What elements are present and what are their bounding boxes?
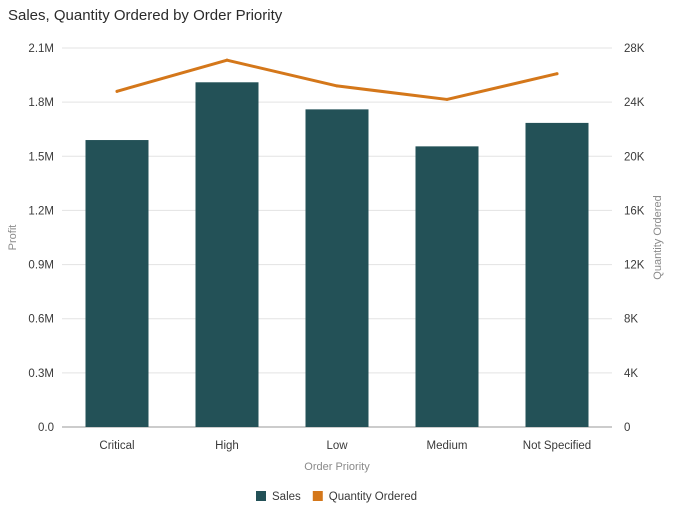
legend-label[interactable]: Quantity Ordered xyxy=(329,491,417,503)
line-point-not-specified[interactable] xyxy=(555,72,559,76)
x-axis-title: Order Priority xyxy=(304,461,370,473)
chart-title: Sales, Quantity Ordered by Order Priorit… xyxy=(8,7,283,24)
legend: Sales Quantity Ordered xyxy=(256,491,417,503)
x-tick-label: Medium xyxy=(427,440,468,452)
bar-series xyxy=(85,82,589,428)
x-axis: Critical High Low Medium Not Specified xyxy=(99,440,591,452)
line-point-high[interactable] xyxy=(225,58,229,62)
line-point-medium[interactable] xyxy=(445,97,449,101)
bar-low[interactable] xyxy=(305,109,369,427)
x-tick-label: Critical xyxy=(99,440,134,452)
y-tick-label: 0.6M xyxy=(28,314,54,326)
y2-tick-label: 12K xyxy=(624,260,645,272)
y-tick-label: 1.2M xyxy=(28,205,54,217)
bar-medium[interactable] xyxy=(415,146,479,427)
legend-swatch xyxy=(256,491,266,501)
y-axis-left: 0.0 0.3M 0.6M 0.9M 1.2M 1.5M 1.8M 2.1M xyxy=(28,43,54,434)
quantity-ordered-line[interactable] xyxy=(115,58,559,101)
bar-critical[interactable] xyxy=(85,140,149,428)
y2-axis-title: Quantity Ordered xyxy=(652,195,664,279)
y-tick-label: 1.8M xyxy=(28,97,54,109)
x-tick-label: Not Specified xyxy=(523,440,591,452)
y-tick-label: 1.5M xyxy=(28,151,54,163)
legend-swatch xyxy=(312,491,323,501)
y2-tick-label: 20K xyxy=(624,151,645,163)
y2-tick-label: 16K xyxy=(624,205,645,217)
y-axis-title: Profit xyxy=(7,225,19,251)
y2-tick-label: 28K xyxy=(624,43,645,55)
x-tick-label: Low xyxy=(326,440,348,452)
bar-not-specified[interactable] xyxy=(525,122,589,428)
line-series xyxy=(115,58,559,101)
line-point-low[interactable] xyxy=(335,84,339,88)
y2-tick-label: 0 xyxy=(624,422,630,434)
y-tick-label: 0.9M xyxy=(28,260,54,272)
legend-label[interactable]: Sales xyxy=(272,491,301,503)
line-point-critical[interactable] xyxy=(115,89,119,93)
y2-tick-label: 8K xyxy=(624,314,638,326)
y2-tick-label: 4K xyxy=(624,368,638,380)
y-tick-label: 0.3M xyxy=(28,368,54,380)
y-tick-label: 0.0 xyxy=(38,422,54,434)
y-axis-right: 0 4K 8K 12K 16K 20K 24K 28K xyxy=(624,43,645,434)
bar-high[interactable] xyxy=(195,82,259,428)
y-tick-label: 2.1M xyxy=(28,43,54,55)
x-tick-label: High xyxy=(215,440,239,452)
y2-tick-label: 24K xyxy=(624,97,645,109)
